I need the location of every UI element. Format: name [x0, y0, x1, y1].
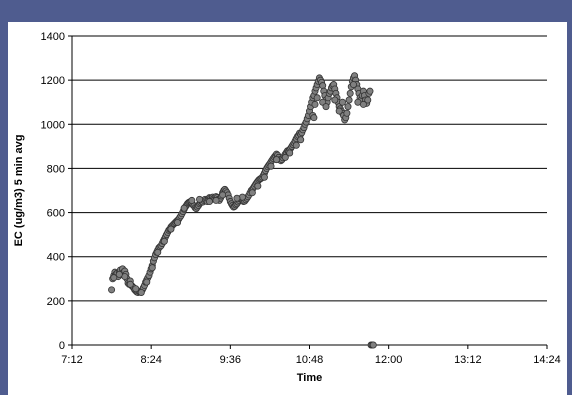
- data-point: [108, 286, 116, 294]
- data-point: [132, 285, 140, 293]
- data-point: [273, 156, 281, 164]
- data-point: [364, 96, 372, 104]
- data-point: [359, 100, 367, 108]
- data-point: [154, 248, 162, 256]
- data-point: [319, 82, 327, 90]
- data-point: [174, 219, 182, 227]
- data-point: [311, 100, 319, 108]
- y-tick-label: 0: [59, 340, 65, 352]
- data-point: [322, 103, 330, 111]
- data-point: [267, 162, 275, 170]
- y-tick-label: 1200: [41, 75, 65, 87]
- data-point: [345, 96, 353, 104]
- x-axis-title: Time: [297, 372, 322, 384]
- x-tick-label: 8:24: [140, 354, 161, 366]
- data-point: [148, 264, 156, 272]
- data-point: [281, 153, 289, 161]
- data-point: [212, 196, 220, 204]
- y-tick-label: 800: [47, 163, 65, 175]
- data-point: [248, 189, 256, 197]
- data-point: [366, 87, 374, 95]
- data-point: [310, 114, 318, 122]
- data-point: [260, 173, 268, 181]
- data-point: [110, 274, 118, 282]
- slide-right-band: [567, 22, 572, 395]
- slide-top-band: [0, 0, 572, 22]
- y-tick-label: 1000: [41, 119, 65, 131]
- data-point: [343, 109, 351, 117]
- data-point: [331, 96, 339, 104]
- data-point: [233, 194, 241, 202]
- y-tick-label: 200: [47, 296, 65, 308]
- data-point: [292, 141, 300, 149]
- data-point: [344, 103, 352, 111]
- data-point: [338, 98, 346, 106]
- x-tick-label: 7:12: [61, 354, 82, 366]
- y-tick-label: 1400: [41, 31, 65, 43]
- data-point: [297, 136, 305, 144]
- y-tick-label: 400: [47, 252, 65, 264]
- y-tick-label: 600: [47, 208, 65, 220]
- y-axis-title: EC (ug/m3) 5 min avg: [13, 135, 25, 247]
- data-point: [205, 198, 213, 206]
- x-tick-label: 13:12: [454, 354, 482, 366]
- x-tick-label: 10:48: [296, 354, 324, 366]
- data-point: [313, 94, 321, 102]
- y-tick-labels: 0 200 400 600 800 1000 1200 1400: [41, 31, 65, 352]
- x-tick-label: 9:36: [220, 354, 241, 366]
- data-point: [188, 196, 196, 204]
- x-tick-labels: 7:12 8:24 9:36 10:48 12:00 13:12 14:24: [61, 354, 560, 366]
- data-point: [115, 270, 123, 278]
- data-point: [335, 107, 343, 115]
- data-points: [108, 72, 377, 349]
- chart-panel: 0 200 400 600 800 1000 1200 1400 7:12 8:24 9:36 10…: [8, 22, 567, 395]
- slide-left-band: [0, 22, 8, 395]
- data-point: [180, 204, 188, 212]
- data-point: [286, 149, 294, 157]
- axes: [68, 35, 548, 349]
- x-tick-label: 14:24: [533, 354, 561, 366]
- data-point: [160, 237, 168, 245]
- gridlines: [72, 35, 547, 302]
- data-point: [369, 341, 377, 349]
- data-point: [346, 89, 354, 97]
- data-point: [126, 280, 134, 288]
- data-point: [349, 81, 357, 89]
- data-point: [196, 195, 204, 203]
- x-tick-label: 12:00: [375, 354, 403, 366]
- data-point: [137, 288, 145, 296]
- data-point: [143, 278, 151, 286]
- data-point: [167, 225, 175, 233]
- data-point: [254, 182, 262, 190]
- scatter-chart: 0 200 400 600 800 1000 1200 1400 7:12 8:24 9:36 10…: [13, 31, 561, 384]
- data-point: [219, 191, 227, 199]
